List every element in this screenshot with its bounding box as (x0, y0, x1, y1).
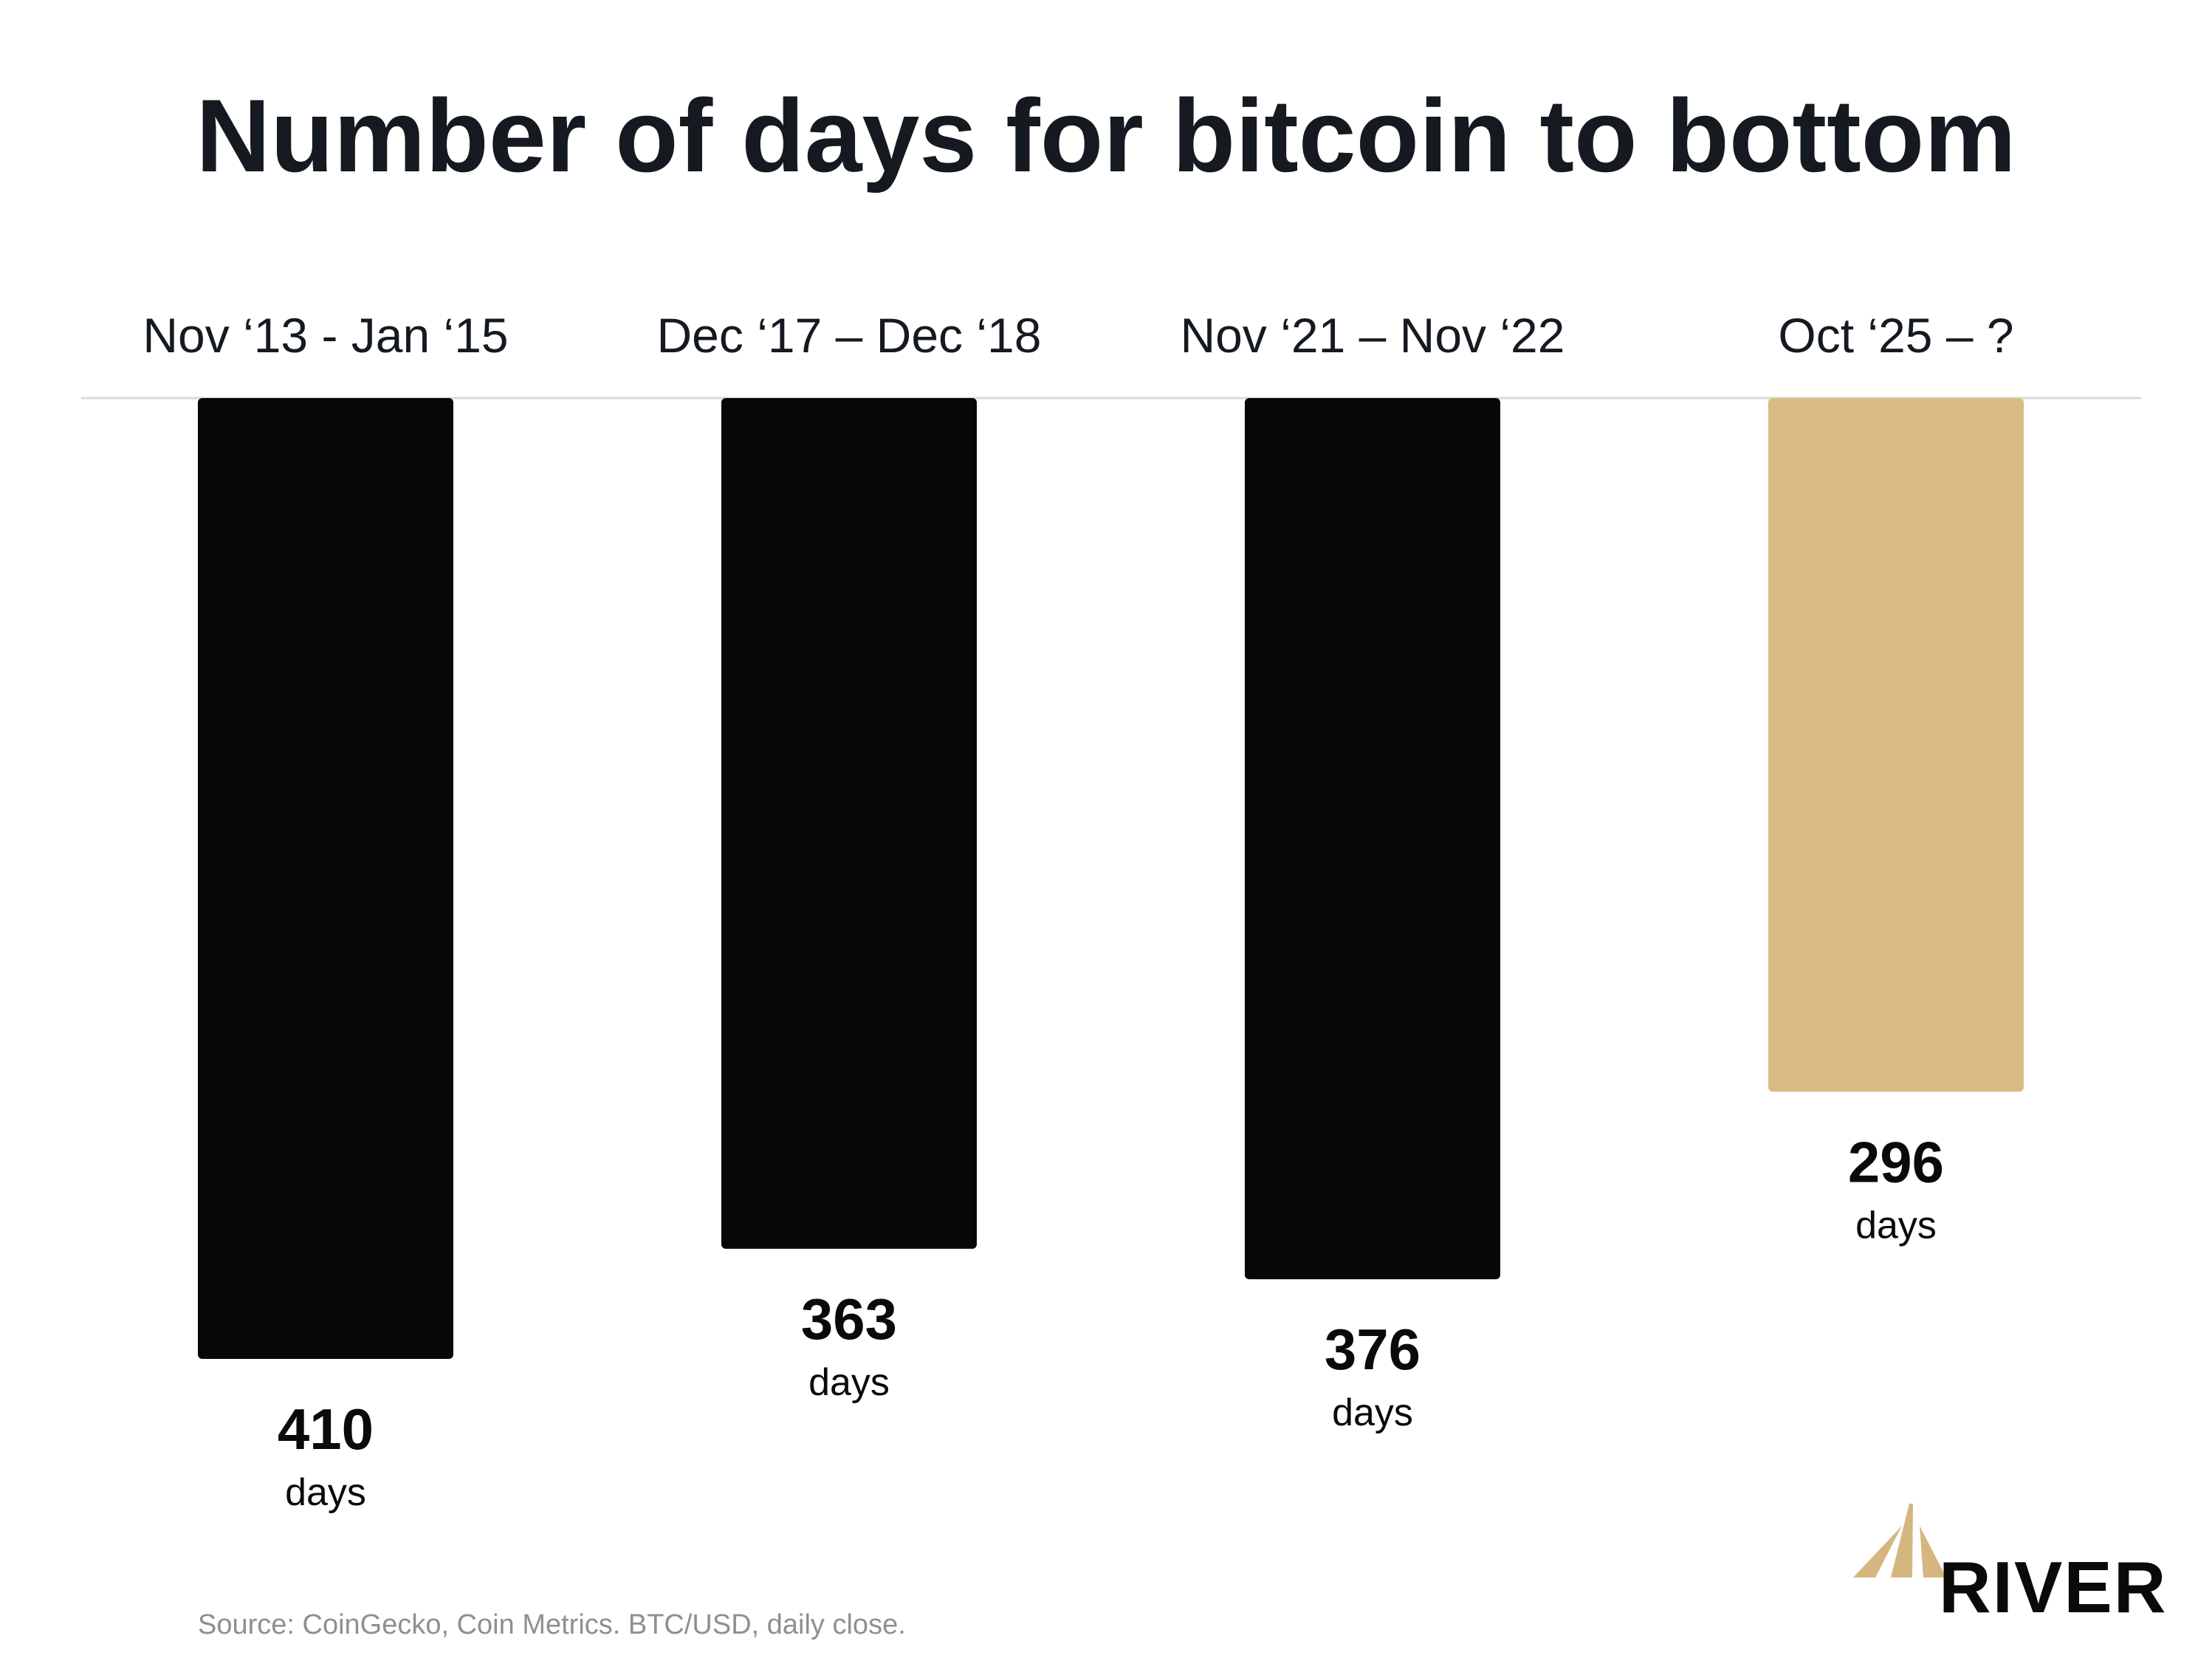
value-label-1: 363 (801, 1287, 897, 1352)
value-label-0: 410 (278, 1397, 374, 1462)
category-label-0: Nov ‘13 - Jan ‘15 (142, 308, 508, 363)
bar-1 (721, 398, 977, 1249)
unit-label-0: days (285, 1471, 366, 1514)
category-label-3: Oct ‘25 – ? (1778, 308, 2013, 363)
value-label-2: 376 (1325, 1317, 1421, 1382)
bar-highlight-3 (1768, 398, 2024, 1092)
chart-title: Number of days for bitcoin to bottom (196, 78, 2016, 193)
category-label-1: Dec ‘17 – Dec ‘18 (657, 308, 1042, 363)
unit-label-2: days (1332, 1391, 1413, 1434)
brand-wordmark: RIVER (1939, 1546, 2168, 1628)
source-note: Source: CoinGecko, Coin Metrics. BTC/USD… (198, 1609, 906, 1640)
river-logo-icon (1853, 1504, 1946, 1578)
bars-layer: Nov ‘13 - Jan ‘15 410 days Dec ‘17 – Dec ‘1… (142, 308, 2024, 1514)
bar-2 (1245, 398, 1500, 1280)
category-label-2: Nov ‘21 – Nov ‘22 (1181, 308, 1565, 363)
value-label-3: 296 (1848, 1129, 1944, 1194)
unit-label-1: days (808, 1361, 890, 1404)
bar-0 (198, 398, 453, 1359)
unit-label-3: days (1855, 1204, 1937, 1247)
